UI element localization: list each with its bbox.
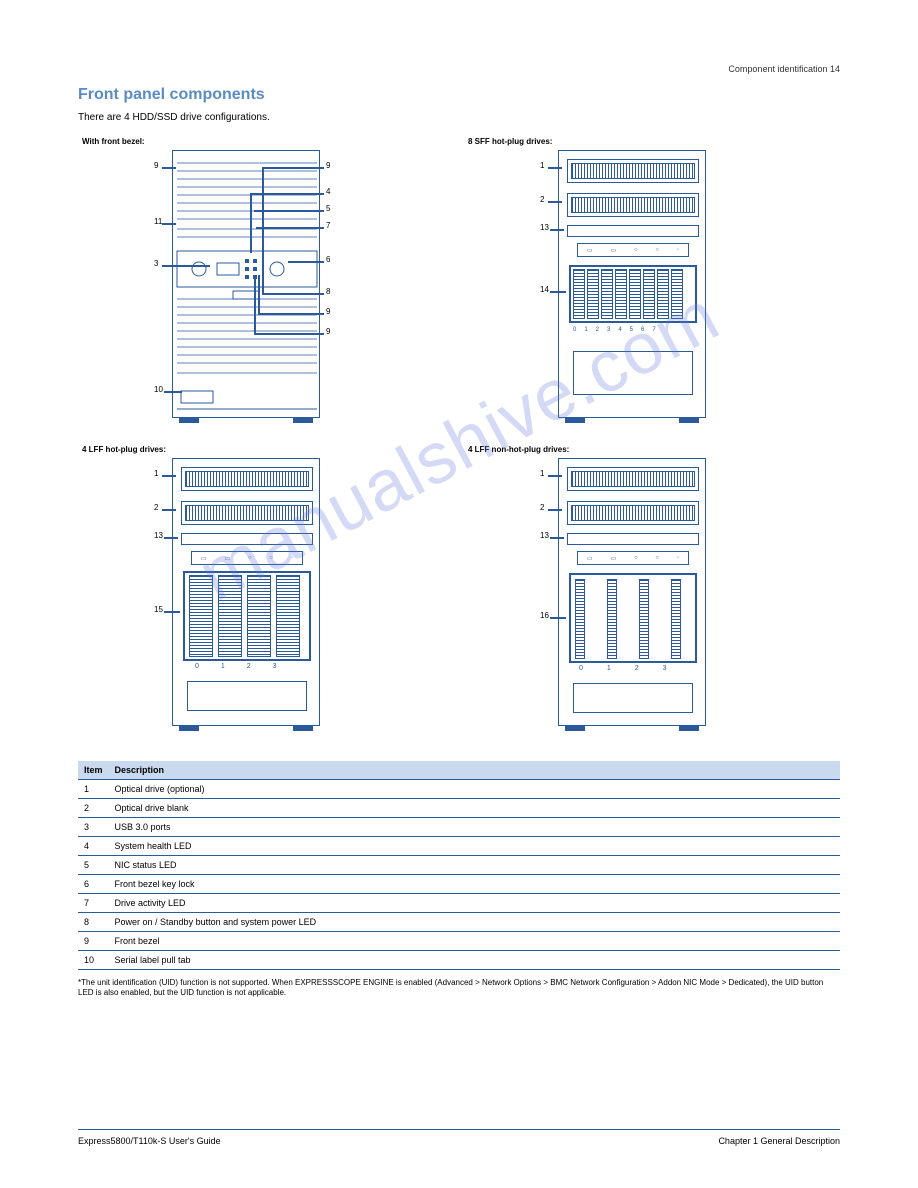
table-row: 6Front bezel key lock <box>78 875 840 894</box>
cl-6: 6 <box>326 255 330 264</box>
c3-15: 15 <box>154 605 163 614</box>
cl-8: 8 <box>326 287 330 296</box>
cl-9: 9 <box>154 161 158 170</box>
panel-4lff-hot-title: 4 LFF hot-plug drives: <box>82 445 432 454</box>
cl-10: 10 <box>154 385 163 394</box>
c3-2: 2 <box>154 503 158 512</box>
cl-3: 3 <box>154 259 158 268</box>
bezel-svg <box>173 151 321 419</box>
cl-9c: 9 <box>326 327 330 336</box>
footnote: *The unit identification (UID) function … <box>78 978 840 999</box>
cl-9b: 9 <box>326 307 330 316</box>
cl-7: 7 <box>326 221 330 230</box>
th-desc: Description <box>109 761 840 780</box>
table-row: 5NIC status LED <box>78 856 840 875</box>
cl-4: 4 <box>326 187 330 196</box>
components-table: Item Description 1Optical drive (optiona… <box>78 761 840 970</box>
table-row: 9Front bezel <box>78 932 840 951</box>
footer-right: Chapter 1 General Description <box>718 1136 840 1146</box>
c2-1: 1 <box>540 161 544 170</box>
c4-13: 13 <box>540 531 549 540</box>
panel-4lff-non: 4 LFF non-hot-plug drives: ▭▭○○◦ 0123 1 … <box>468 445 818 726</box>
page-footer: Express5800/T110k-S User's Guide Chapter… <box>78 1129 840 1146</box>
c4-2: 2 <box>540 503 544 512</box>
diagram-area: manualshive.com With front bezel: <box>78 137 840 755</box>
c2-2: 2 <box>540 195 544 204</box>
page-header: Component identification 14 <box>78 64 840 74</box>
c4-16: 16 <box>540 611 549 620</box>
table-row: 4System health LED <box>78 837 840 856</box>
c2-13: 13 <box>540 223 549 232</box>
cl-5: 5 <box>326 204 330 213</box>
c4-1: 1 <box>540 469 544 478</box>
c3-13: 13 <box>154 531 163 540</box>
panel-bezel: With front bezel: <box>82 137 432 418</box>
table-row: 3USB 3.0 ports <box>78 818 840 837</box>
chassis-4lff-hot: ▭▭○○◦ 0123 <box>172 458 320 726</box>
table-row: 7Drive activity LED <box>78 894 840 913</box>
table-row: 8Power on / Standby button and system po… <box>78 913 840 932</box>
chassis-4lff-non: ▭▭○○◦ 0123 <box>558 458 706 726</box>
c2-14: 14 <box>540 285 549 294</box>
section-heading: Front panel components <box>78 86 840 104</box>
cl-r9: 9 <box>326 161 330 170</box>
section-intro: There are 4 HDD/SSD drive configurations… <box>78 112 840 123</box>
panel-8sff: 8 SFF hot-plug drives: ▭▭○○◦ 01234567 1 … <box>468 137 818 418</box>
table-row: 2Optical drive blank <box>78 799 840 818</box>
panel-4lff-non-title: 4 LFF non-hot-plug drives: <box>468 445 818 454</box>
panel-bezel-title: With front bezel: <box>82 137 432 146</box>
th-item: Item <box>78 761 109 780</box>
cl-11: 11 <box>154 217 162 226</box>
table-row: 10Serial label pull tab <box>78 951 840 970</box>
panel-4lff-hot: 4 LFF hot-plug drives: ▭▭○○◦ 0123 1 2 13… <box>82 445 432 726</box>
table-row: 1Optical drive (optional) <box>78 780 840 799</box>
chassis-bezel <box>172 150 320 418</box>
footer-left: Express5800/T110k-S User's Guide <box>78 1136 221 1146</box>
c3-1: 1 <box>154 469 158 478</box>
chassis-8sff: ▭▭○○◦ 01234567 <box>558 150 706 418</box>
panel-8sff-title: 8 SFF hot-plug drives: <box>468 137 818 146</box>
